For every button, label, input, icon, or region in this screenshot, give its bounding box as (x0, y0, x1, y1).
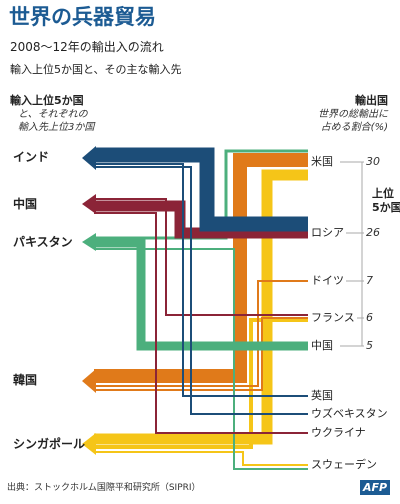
subtitle: 2008～12年の輸出入の流れ (10, 40, 164, 54)
flow-pakistan-sweden (94, 248, 308, 470)
arrow-china (82, 194, 96, 214)
flow-india-russia (94, 147, 308, 232)
exporter-china: 中国 (309, 339, 335, 352)
exporters-note-line2: 占める割合(%) (320, 122, 388, 133)
flow-china-ukraine (94, 212, 308, 434)
share-france: 6 (366, 311, 373, 324)
exporter-russia: ロシア (309, 226, 346, 239)
exporter-france: フランス (309, 311, 357, 324)
source-credit: 出典：ストックホルム国際平和研究所（SIPRI） (7, 483, 201, 493)
flow-korea-usa (94, 153, 308, 383)
top5-label: 上位 5か国 (372, 187, 400, 214)
top5-bracket (358, 161, 363, 347)
flow-pakistan-usa (94, 149, 308, 240)
importers-note-line2: 輸入先上位3か国 (18, 122, 95, 133)
flow-singapore-sweden (94, 451, 308, 466)
flow-korea-france (94, 317, 308, 391)
flow-china-russia (94, 200, 308, 239)
flow-china-france (94, 198, 308, 316)
share-usa: 30 (366, 155, 380, 168)
exporter-uzbekistan: ウズベキスタン (309, 407, 390, 420)
share-germany: 7 (366, 274, 373, 287)
importers-note-line1: と、それぞれの (18, 109, 88, 120)
arrow-singapore (82, 433, 96, 455)
arrow-india (82, 146, 96, 170)
arrow-pakistan (82, 233, 96, 251)
exporters-heading: 輸出国 (355, 94, 388, 107)
flow-korea-germany (94, 280, 308, 387)
afp-logo: AFP (360, 480, 391, 495)
flow-pakistan-china (94, 238, 308, 351)
importer-pakistan: パキスタン (13, 235, 73, 249)
flow-india-uzbekistan (94, 166, 308, 415)
importer-singapore: シンガポール (13, 437, 86, 451)
exporter-sweden: スウェーデン (309, 458, 379, 471)
exporter-germany: ドイツ (309, 274, 346, 287)
exporter-usa: 米国 (309, 155, 335, 168)
flow-singapore-france (94, 318, 308, 449)
arrow-korea (82, 369, 96, 393)
exporter-uk: 英国 (309, 389, 335, 402)
share-russia: 26 (366, 226, 380, 239)
page-title: 世界の兵器貿易 (9, 5, 156, 29)
description: 輸入上位5か国と、その主な輸入先 (10, 63, 182, 76)
exporter-ukraine: ウクライナ (309, 426, 368, 439)
flow-india-uk (94, 163, 308, 397)
importer-china: 中国 (13, 197, 38, 211)
importer-india: インド (13, 150, 50, 164)
exporters-note-line1: 世界の総輸出に (318, 109, 388, 120)
importer-korea: 韓国 (13, 373, 38, 387)
flow-singapore-usa (94, 169, 308, 445)
importers-heading: 輸入上位5か国 (10, 94, 84, 107)
share-china: 5 (366, 339, 373, 352)
